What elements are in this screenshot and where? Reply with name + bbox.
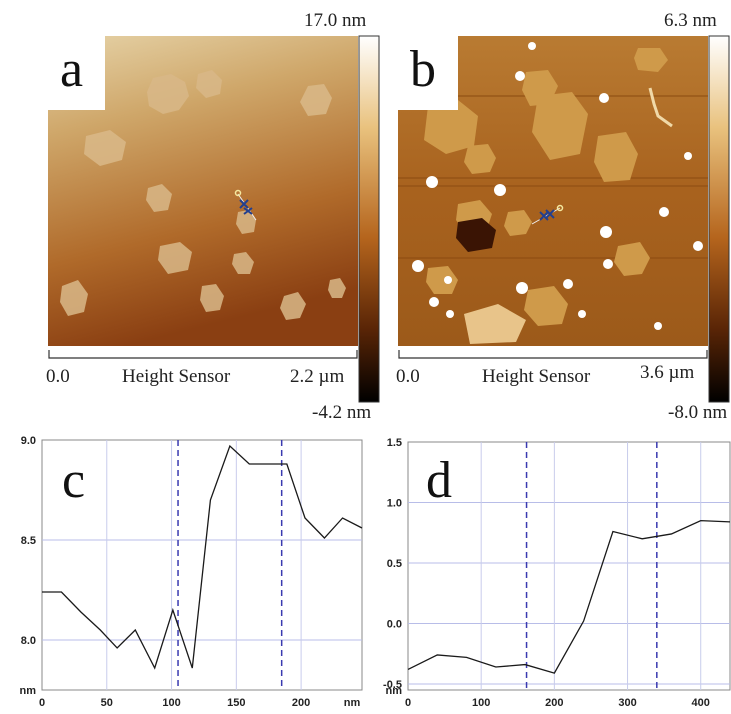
scale-min-b: -8.0 nm bbox=[668, 402, 728, 423]
x-tick-label: 150 bbox=[227, 697, 245, 709]
bright-region-b bbox=[464, 304, 526, 344]
graphene-flakes-a bbox=[60, 70, 346, 320]
y-tick-label: 0.5 bbox=[387, 558, 402, 570]
panel-b-letter-box bbox=[398, 36, 458, 110]
axis-end-b: 3.6 µm bbox=[640, 362, 695, 383]
y-tick-label: 1.0 bbox=[387, 497, 402, 509]
scale-max-b: 6.3 nm bbox=[664, 10, 717, 31]
colorbar-b bbox=[708, 35, 730, 403]
x-tick-label: 400 bbox=[692, 697, 710, 709]
afm-image-a bbox=[48, 36, 358, 346]
channel-label-a: Height Sensor bbox=[122, 366, 231, 387]
y-tick-label: 8.5 bbox=[21, 535, 36, 547]
profile-line bbox=[407, 519, 731, 674]
profile-line bbox=[42, 444, 363, 670]
x-tick-label: 200 bbox=[292, 697, 310, 709]
axis-end-a: 2.2 µm bbox=[290, 366, 345, 387]
plot-frame bbox=[407, 441, 731, 691]
graphene-flakes-b bbox=[424, 48, 668, 326]
scalebar-axis-a bbox=[48, 350, 358, 359]
colorbar-a bbox=[358, 35, 380, 403]
scale-min-a: -4.2 nm bbox=[312, 402, 372, 423]
panel-letter-a: a bbox=[60, 41, 84, 98]
y-tick-label: 0.0 bbox=[387, 618, 402, 630]
axis-start-a: 0.0 bbox=[46, 366, 70, 387]
y-tick-label: -0.5 bbox=[383, 679, 402, 691]
y-unit-label: nm bbox=[20, 685, 37, 697]
x-tick-label: 50 bbox=[101, 697, 113, 709]
ridge-b bbox=[648, 87, 673, 128]
y-tick-label: 8.0 bbox=[21, 635, 36, 647]
panel-a-letter-box bbox=[48, 36, 105, 110]
line-profile-marker-b bbox=[531, 204, 564, 225]
y-unit-label: nm bbox=[386, 685, 403, 697]
x-unit-label: nm bbox=[344, 697, 361, 709]
scalebar-axis-b bbox=[398, 350, 708, 359]
x-tick-label: 100 bbox=[472, 697, 490, 709]
panel-letter-d: d bbox=[426, 452, 452, 509]
line-profile-marker-a bbox=[234, 189, 257, 221]
plot-frame bbox=[41, 439, 363, 691]
particles-b bbox=[412, 42, 703, 330]
panel-letter-b: b bbox=[410, 41, 436, 98]
x-tick-label: 0 bbox=[405, 697, 411, 709]
scale-max-a: 17.0 nm bbox=[304, 10, 367, 31]
x-tick-label: 200 bbox=[545, 697, 563, 709]
dark-hole-b bbox=[456, 218, 496, 252]
y-tick-label: 1.5 bbox=[387, 437, 402, 449]
channel-label-b: Height Sensor bbox=[482, 366, 591, 387]
x-tick-label: 300 bbox=[618, 697, 636, 709]
y-tick-label: 9.0 bbox=[21, 435, 36, 447]
x-tick-label: 100 bbox=[162, 697, 180, 709]
x-tick-label: 0 bbox=[39, 697, 45, 709]
panel-letter-c: c bbox=[62, 452, 86, 509]
axis-start-b: 0.0 bbox=[396, 366, 420, 387]
